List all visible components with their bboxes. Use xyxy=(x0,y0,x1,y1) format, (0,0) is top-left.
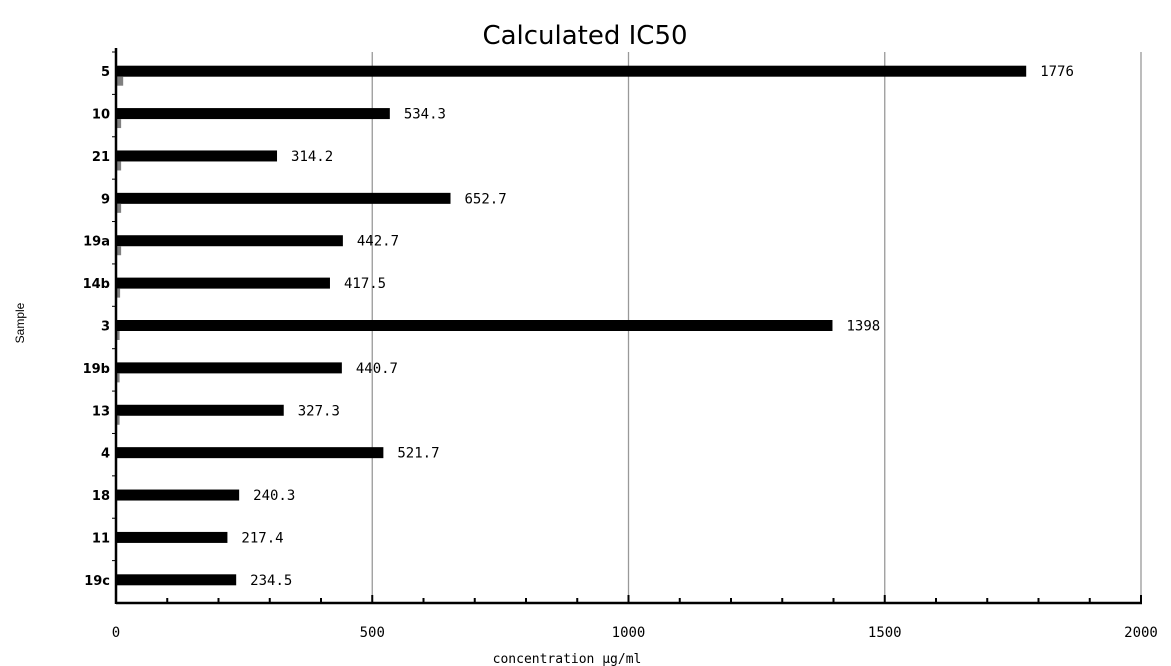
data-label: 417.5 xyxy=(344,276,386,292)
category-label: 5 xyxy=(101,65,110,80)
x-tick-label: 500 xyxy=(360,625,385,641)
bar xyxy=(116,489,240,501)
secondary-bar xyxy=(116,119,122,129)
category-label: 3 xyxy=(101,320,110,335)
secondary-bar xyxy=(116,373,120,383)
bar xyxy=(116,235,343,247)
data-label: 217.4 xyxy=(241,530,283,546)
bar xyxy=(116,192,451,204)
data-label: 314.2 xyxy=(291,149,333,165)
data-label: 652.7 xyxy=(465,191,507,207)
x-tick-label: 1000 xyxy=(612,625,646,641)
category-label: 9 xyxy=(101,192,110,207)
bar xyxy=(116,150,278,162)
category-label: 19b xyxy=(83,362,110,377)
category-label: 10 xyxy=(92,108,110,123)
bar xyxy=(116,362,342,374)
data-label: 1398 xyxy=(846,319,880,335)
category-label: 19c xyxy=(84,574,110,589)
x-ticks-group: 0 500 1000 1500 2000 xyxy=(112,625,1158,641)
category-label: 14b xyxy=(83,277,110,292)
secondary-bar xyxy=(116,246,122,256)
data-label: 1776 xyxy=(1040,64,1074,80)
category-label: 18 xyxy=(92,489,110,504)
secondary-bar xyxy=(116,331,120,340)
data-labels-group: 1776 534.3 314.2 652.7 442.7 417.5 1398 440.7 32… xyxy=(241,64,1074,589)
category-label: 21 xyxy=(92,150,110,165)
secondary-bar xyxy=(116,161,122,171)
bar xyxy=(116,531,228,543)
data-label: 442.7 xyxy=(357,234,399,250)
bar xyxy=(116,404,284,416)
data-label: 327.3 xyxy=(298,403,340,419)
x-tick-label: 0 xyxy=(112,625,120,641)
data-label: 440.7 xyxy=(356,361,398,377)
data-label: 234.5 xyxy=(250,573,292,589)
bar xyxy=(116,108,390,120)
bar xyxy=(116,65,1027,77)
x-tick-label: 2000 xyxy=(1124,625,1158,641)
y-axis-title: Sample xyxy=(13,302,27,343)
data-label: 240.3 xyxy=(253,488,295,504)
x-axis-title: concentration µg/ml xyxy=(493,652,642,666)
bar xyxy=(116,574,237,586)
bar xyxy=(116,320,833,331)
secondary-bar xyxy=(116,76,124,86)
category-label: 13 xyxy=(92,404,110,419)
bars-group xyxy=(116,65,1027,595)
secondary-bar xyxy=(116,288,121,298)
category-label: 11 xyxy=(92,531,110,546)
x-tick-label: 1500 xyxy=(868,625,902,641)
data-label: 534.3 xyxy=(404,107,446,123)
category-labels-group: 5 10 21 9 19a 14b 3 19b 13 4 18 11 19c xyxy=(83,65,110,589)
category-label: 4 xyxy=(101,447,110,462)
axes-group xyxy=(112,48,1142,605)
secondary-bar xyxy=(116,203,122,213)
data-label: 521.7 xyxy=(397,446,439,462)
bar xyxy=(116,277,330,289)
category-label: 19a xyxy=(83,235,110,250)
secondary-bar xyxy=(116,415,120,425)
chart-title: Calculated IC50 xyxy=(482,21,687,51)
bar xyxy=(116,447,384,459)
